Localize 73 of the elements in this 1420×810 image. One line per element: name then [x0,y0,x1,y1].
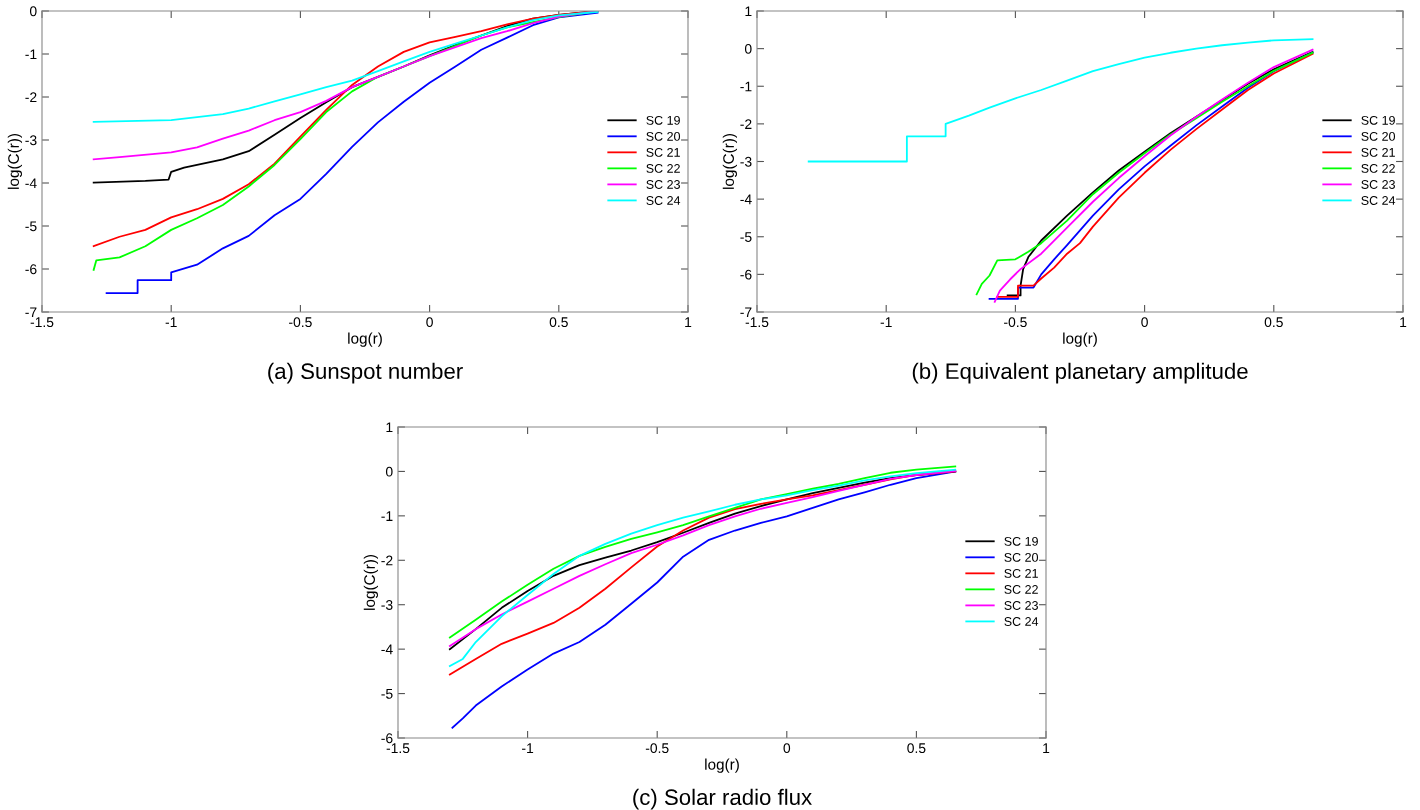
y-tick-label: -4 [25,178,37,189]
y-tick-label: -7 [740,307,752,318]
x-axis-title: log(r) [1063,332,1097,347]
y-tick-label: -3 [740,156,752,167]
legend-label: SC 21 [1361,147,1395,157]
y-tick-label: -1 [25,49,37,60]
y-tick-label: -4 [381,644,393,655]
y-tick-label: 0 [29,6,37,17]
legend-label: SC 20 [646,131,681,141]
y-tick-label: -7 [25,307,37,318]
legend-label: SC 21 [646,147,680,157]
y-tick-label: -2 [381,555,393,566]
x-tick-label: -1.5 [30,317,54,328]
x-tick-label: 0 [783,743,791,754]
y-tick-label: -1 [381,511,393,521]
legend-label: SC 24 [1361,196,1396,205]
y-axis-title: log(C(r)) [7,134,23,189]
line-series [92,11,599,123]
y-tick-label: -5 [740,232,752,242]
text: (b) Equivalent planetary amplitude [912,362,1248,384]
y-tick-label: -5 [381,689,393,699]
y-tick-label: -1 [740,81,752,92]
legend-label: SC 20 [1004,552,1039,562]
x-tick-label: 0 [1141,317,1148,328]
legend-label: SC 22 [1361,164,1395,173]
x-tick-label: 1 [1400,317,1407,327]
legend-label: SC 20 [1361,131,1396,141]
y-tick-label: 0 [744,43,752,54]
x-tick-label: -1.5 [386,743,410,754]
legend-label: SC 19 [1361,115,1395,125]
x-tick-label: 0 [426,317,433,328]
y-tick-label: -2 [740,119,752,129]
legend-label: SC 24 [646,196,681,205]
x-tick-label: -0.5 [645,743,669,754]
y-tick-label: 0 [385,466,393,477]
text: (a) Sunspot number [268,362,463,384]
x-tick-label: 0.5 [549,317,568,328]
x-tick-label: -0.5 [289,317,312,328]
x-axis-title: log(r) [705,758,739,773]
line-series [807,38,1314,163]
legend-label: SC 19 [1004,536,1038,546]
x-tick-label: -1.5 [745,317,769,328]
legend-label: SC 21 [1004,568,1038,578]
y-axis-title: log(C(r)) [363,555,379,610]
x-tick-label: -1 [165,317,177,327]
y-tick-label: 1 [386,422,393,433]
legend-label: SC 19 [646,115,680,125]
y-tick-label: -4 [740,194,752,205]
x-axis-title: log(r) [348,332,382,347]
x-tick-label: -0.5 [1004,317,1027,328]
legend-label: SC 23 [1004,601,1038,610]
y-tick-label: -5 [25,221,37,232]
x-tick-label: -1 [880,317,892,327]
y-tick-label: -3 [25,135,37,146]
x-tick-label: 0.5 [1264,317,1283,328]
y-tick-label: -6 [740,269,752,280]
x-tick-label: 1 [1043,743,1050,753]
text: (c) Solar radio flux [633,788,812,810]
y-tick-label: 1 [745,6,752,17]
y-tick-label: -6 [25,264,37,275]
legend-label: SC 23 [1361,180,1395,189]
x-tick-label: -1 [522,743,534,753]
legend-label: SC 22 [646,164,680,173]
x-tick-label: 0.5 [907,743,926,754]
y-tick-label: -2 [25,92,37,103]
line-series [451,470,957,729]
y-tick-label: -6 [381,733,393,744]
y-axis-title: log(C(r)) [722,134,738,189]
y-tick-label: -3 [381,600,393,610]
legend-label: SC 23 [646,180,680,189]
legend-label: SC 24 [1004,617,1039,626]
legend-label: SC 22 [1004,585,1038,594]
x-tick-label: 1 [685,317,692,327]
